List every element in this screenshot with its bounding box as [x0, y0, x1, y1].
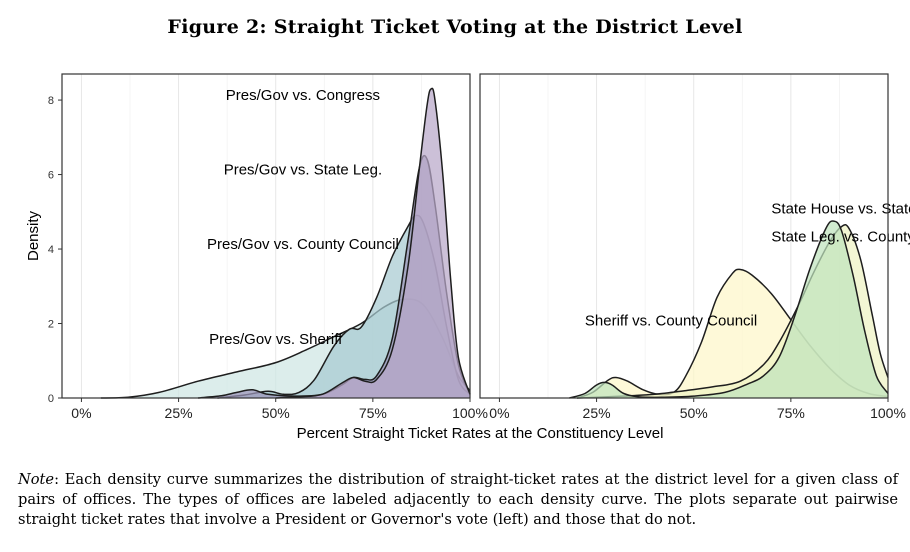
- density-line-1-2: [569, 220, 889, 399]
- series-label-0-0: Pres/Gov vs. Sheriff: [209, 331, 343, 348]
- series-label-1-1: State Leg. vs. County Council: [771, 229, 910, 246]
- series-label-0-2: Pres/Gov vs. State Leg.: [224, 162, 382, 179]
- panel-border: [479, 73, 889, 399]
- y-tick-label: 2: [48, 319, 54, 331]
- y-tick-label: 8: [48, 95, 54, 107]
- x-tick-label: 75%: [777, 405, 805, 421]
- x-axis-label: Percent Straight Ticket Rates at the Con…: [297, 425, 664, 442]
- series-label-0-3: Pres/Gov vs. Congress: [226, 87, 380, 104]
- x-tick-label: 0%: [71, 405, 91, 421]
- x-tick-label: 100%: [452, 405, 488, 421]
- y-tick-label: 4: [48, 244, 54, 256]
- panel-border: [61, 73, 471, 399]
- figure-note: Note: Each density curve summarizes the …: [18, 470, 898, 530]
- y-axis-label: Density: [25, 210, 42, 261]
- x-tick-label: 100%: [870, 405, 906, 421]
- density-area-1-2: [569, 221, 888, 398]
- left-panel: Pres/Gov vs. Sheriff Pres/Gov vs. County …: [48, 73, 488, 421]
- note-text: : Each density curve summarizes the dist…: [18, 471, 898, 528]
- x-tick-label: 75%: [359, 405, 387, 421]
- x-tick-label: 25%: [165, 405, 193, 421]
- series-label-0-1: Pres/Gov vs. County Council: [207, 236, 399, 253]
- x-tick-label: 25%: [583, 405, 611, 421]
- right-panel: Sheriff vs. County Council State Leg. vs.…: [479, 73, 910, 421]
- x-tick-label: 50%: [262, 405, 290, 421]
- y-tick-label: 0: [48, 393, 54, 405]
- figure-title: Figure 2: Straight Ticket Voting at the …: [167, 16, 743, 38]
- series-label-1-2: State House vs. State Senate: [771, 201, 910, 218]
- density-line-0-3: [275, 87, 471, 399]
- density-line-1-1: [577, 223, 889, 399]
- series-label-1-0: Sheriff vs. County Council: [585, 312, 757, 329]
- x-tick-label: 0%: [489, 405, 509, 421]
- y-tick-label: 6: [48, 170, 54, 182]
- density-area-0-3: [275, 88, 470, 398]
- note-label: Note: [18, 471, 55, 488]
- x-tick-label: 50%: [680, 405, 708, 421]
- density-chart: Pres/Gov vs. Sheriff Pres/Gov vs. County …: [25, 73, 910, 442]
